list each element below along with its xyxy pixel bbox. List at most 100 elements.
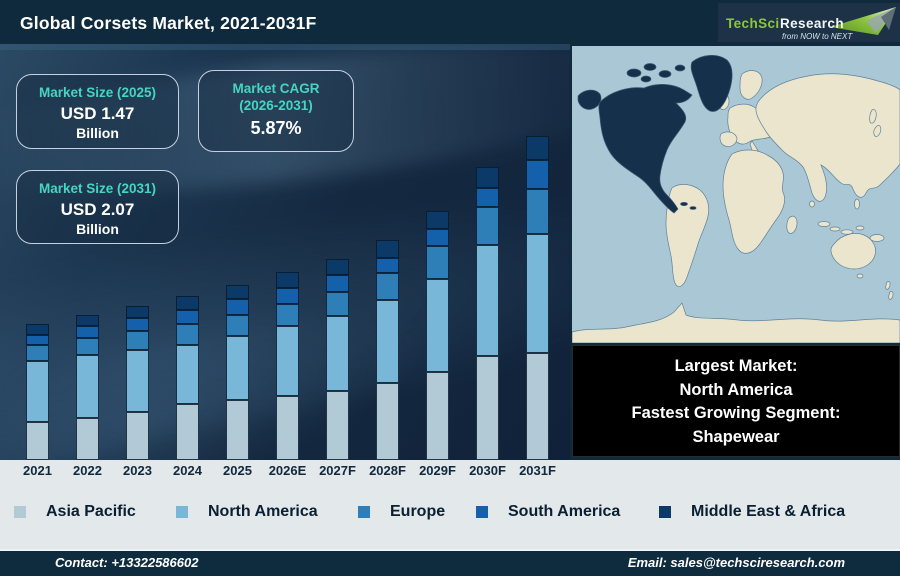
bar-segment-asia-pacific <box>376 383 399 460</box>
market-size-2031-box: Market Size (2031) USD 2.07 Billion <box>16 170 179 244</box>
bar-segment-north-america <box>476 245 499 356</box>
highlight-line: North America <box>679 380 793 399</box>
bar-segment-europe <box>526 189 549 234</box>
x-axis-label-2030F: 2030F <box>469 463 506 478</box>
bar-segment-asia-pacific <box>226 400 249 460</box>
bar-2021 <box>26 324 49 460</box>
bar-segment-south-america <box>176 310 199 324</box>
x-axis-label-2031F: 2031F <box>519 463 556 478</box>
bar-segment-asia-pacific <box>426 372 449 460</box>
bar-segment-asia-pacific <box>126 412 149 460</box>
bar-segment-south-america <box>526 160 549 189</box>
world-map <box>571 46 900 344</box>
market-size-2031-unit: Billion <box>76 221 119 237</box>
bar-2024 <box>176 296 199 460</box>
bar-2022 <box>76 315 99 460</box>
bar-segment-north-america <box>526 234 549 353</box>
bar-segment-middle-east-africa <box>176 296 199 310</box>
market-size-2031-label: Market Size (2031) <box>38 181 157 196</box>
bar-segment-north-america <box>226 336 249 400</box>
bar-segment-middle-east-africa <box>476 167 499 188</box>
bar-segment-middle-east-africa <box>526 136 549 160</box>
bar-segment-south-america <box>26 335 49 345</box>
footer: Contact: +13322586602 Email: sales@techs… <box>0 549 900 576</box>
bar-2030F <box>476 167 499 460</box>
market-size-2025-value: USD 1.47 <box>60 104 135 123</box>
bar-segment-asia-pacific <box>26 422 49 460</box>
bar-segment-middle-east-africa <box>76 315 99 326</box>
bar-segment-south-america <box>76 326 99 338</box>
bar-chart-plot <box>0 44 570 460</box>
highlight-line: Largest Market: <box>674 357 798 375</box>
bar-segment-middle-east-africa <box>276 272 299 288</box>
bar-segment-south-america <box>426 229 449 246</box>
market-size-2031-value: USD 2.07 <box>60 200 135 219</box>
bar-segment-south-america <box>226 299 249 315</box>
bar-segment-asia-pacific <box>326 391 349 460</box>
bar-segment-middle-east-africa <box>376 240 399 258</box>
bar-2027F <box>326 259 349 460</box>
contact-email: Email: sales@techsciresearch.com <box>627 555 845 570</box>
bar-segment-middle-east-africa <box>326 259 349 275</box>
highlight-line: Fastest Growing Segment: <box>631 404 841 422</box>
logo-tagline-text: from NOW to NEXT <box>782 32 853 41</box>
bar-2026E <box>276 272 299 460</box>
bar-segment-europe <box>276 304 299 326</box>
legend-item-asia-pacific: Asia Pacific <box>14 503 136 521</box>
x-axis-label-2022: 2022 <box>73 463 102 478</box>
bar-segment-europe <box>476 207 499 245</box>
legend-item-north-america: North America <box>176 503 318 521</box>
market-size-2025-label: Market Size (2025) <box>38 85 157 100</box>
x-axis-label-2025: 2025 <box>223 463 252 478</box>
contact-phone: Contact: +13322586602 <box>55 555 199 570</box>
x-axis-label-2028F: 2028F <box>369 463 406 478</box>
bar-segment-north-america <box>176 345 199 404</box>
world-map-svg <box>571 46 900 344</box>
market-cagr-value: 5.87% <box>250 118 302 138</box>
legend-swatch-icon <box>176 506 188 518</box>
x-axis-label-2026E: 2026E <box>268 463 307 478</box>
market-chart-panel: Market Size (2025) USD 1.47 Billion Mark… <box>0 44 570 460</box>
x-axis-label-2024: 2024 <box>173 463 202 478</box>
bar-segment-asia-pacific <box>476 356 499 460</box>
bar-2029F <box>426 211 449 460</box>
bar-2031F <box>526 136 549 460</box>
market-cagr-label: Market CAGR (2026-2031) <box>232 81 320 113</box>
bar-segment-north-america <box>126 350 149 412</box>
bar-segment-europe <box>76 338 99 355</box>
techsci-logo: TechSci Research from NOW to NEXT <box>718 3 900 42</box>
x-axis-label-2029F: 2029F <box>419 463 456 478</box>
bar-segment-south-america <box>376 258 399 273</box>
header: Global Corsets Market, 2021-2031F TechSc… <box>0 0 900 44</box>
bar-segment-middle-east-africa <box>26 324 49 335</box>
bar-segment-europe <box>376 273 399 300</box>
x-axis-label-2027F: 2027F <box>319 463 356 478</box>
legend-label: Europe <box>390 503 446 520</box>
bar-segment-north-america <box>426 279 449 372</box>
x-axis-label-2023: 2023 <box>123 463 152 478</box>
bar-segment-south-america <box>126 318 149 331</box>
bar-segment-middle-east-africa <box>226 285 249 299</box>
legend-swatch-icon <box>358 506 370 518</box>
bar-segment-middle-east-africa <box>426 211 449 229</box>
bar-segment-europe <box>326 292 349 316</box>
panel-top-strip <box>0 44 570 50</box>
legend-label: North America <box>208 503 318 520</box>
market-size-2025-box: Market Size (2025) USD 1.47 Billion <box>16 74 179 149</box>
axis-and-legend-strip: 2021 2022 2023 2024 2025 2026E 2027F 2028F 2029F… <box>0 460 900 551</box>
bar-2028F <box>376 240 399 460</box>
bar-segment-middle-east-africa <box>126 306 149 318</box>
bar-segment-south-america <box>476 188 499 207</box>
bar-segment-north-america <box>76 355 99 418</box>
bar-segment-europe <box>126 331 149 350</box>
legend-swatch-icon <box>476 506 488 518</box>
bar-segment-europe <box>26 345 49 361</box>
bar-segment-europe <box>226 315 249 336</box>
market-cagr-box: Market CAGR (2026-2031) 5.87% <box>198 70 354 152</box>
legend-label: South America <box>508 503 621 520</box>
bar-segment-south-america <box>276 288 299 304</box>
legend-label: Asia Pacific <box>46 503 136 520</box>
x-axis-label-2021: 2021 <box>23 463 52 478</box>
market-size-2025-unit: Billion <box>76 125 119 141</box>
